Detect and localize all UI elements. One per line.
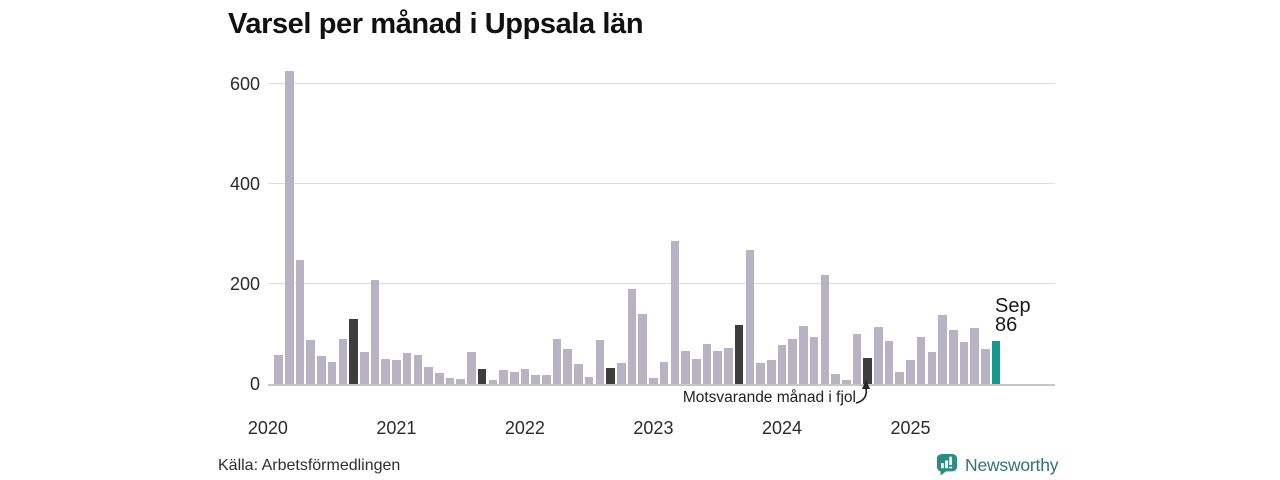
bar-2020-07 xyxy=(327,362,337,384)
bar-2025-08 xyxy=(981,349,990,384)
bar-2021-02 xyxy=(402,352,412,384)
plot-area xyxy=(268,60,1055,386)
current-month-value: 86 xyxy=(995,314,1018,336)
bar-2024-04 xyxy=(809,336,819,384)
bar-2024-03 xyxy=(799,325,808,384)
bar-2023-11 xyxy=(756,362,765,384)
bar-2020-05 xyxy=(306,340,316,384)
y-axis-tick-label: 200 xyxy=(229,274,260,294)
x-axis-year-label-2021: 2021 xyxy=(376,418,417,438)
bar-2025-03 xyxy=(927,351,937,384)
bar-2020-11 xyxy=(370,279,380,384)
bar-2023-08 xyxy=(724,347,733,384)
bar-2022-08 xyxy=(595,340,605,384)
y-axis-tick-label: 0 xyxy=(249,374,260,394)
bar-2020-03 xyxy=(285,70,294,384)
bar-2023-03 xyxy=(670,241,680,384)
bar-2025-02 xyxy=(916,336,926,384)
bar-2021-08 xyxy=(467,351,476,384)
bar-2020-08 xyxy=(338,338,348,384)
y-axis-tick-label: 600 xyxy=(229,74,260,94)
bar-2021-12 xyxy=(509,371,519,384)
x-axis-year-label-2024: 2024 xyxy=(761,418,802,438)
bar-2020-12 xyxy=(381,358,390,384)
bar-2025-09 xyxy=(991,341,1001,384)
bar-2023-12 xyxy=(766,359,776,384)
bar-2020-04 xyxy=(295,260,305,384)
bar-2022-03 xyxy=(542,375,551,384)
bar-2024-09 xyxy=(863,357,872,384)
bar-2024-01 xyxy=(777,344,787,384)
bar-2022-04 xyxy=(552,339,562,384)
bar-2025-04 xyxy=(938,314,947,384)
bar-2024-12 xyxy=(895,371,905,384)
newsworthy-logo-text: Newsworthy xyxy=(965,454,1059,475)
x-axis-year-label-2023: 2023 xyxy=(633,418,674,438)
bar-2024-07 xyxy=(841,380,851,384)
newsworthy-logo[interactable]: Newsworthy xyxy=(936,452,1059,478)
bar-2025-06 xyxy=(959,341,969,384)
bar-2024-06 xyxy=(831,374,840,384)
bar-2023-06 xyxy=(702,343,712,384)
current-month-name: Sep xyxy=(995,295,1031,317)
bar-2025-05 xyxy=(949,329,958,384)
bar-2024-11 xyxy=(884,340,894,384)
bar-2025-07 xyxy=(970,327,980,384)
x-axis-year-label-2025: 2025 xyxy=(890,418,931,438)
bar-2023-02 xyxy=(659,361,669,384)
bar-2022-01 xyxy=(520,368,530,384)
bar-2025-01 xyxy=(906,359,915,384)
bar-2024-05 xyxy=(820,275,830,384)
bar-2020-10 xyxy=(359,351,369,384)
x-axis-year-label-2020: 2020 xyxy=(247,418,288,438)
bar-2022-11 xyxy=(627,289,637,384)
gridline-400 xyxy=(268,183,1055,184)
bar-2023-07 xyxy=(713,350,722,384)
bar-2021-11 xyxy=(499,370,508,384)
bar-2024-08 xyxy=(852,333,862,384)
bar-2021-07 xyxy=(456,378,465,384)
bar-2021-03 xyxy=(413,354,423,384)
bar-2023-05 xyxy=(691,358,701,384)
bar-2024-10 xyxy=(874,326,883,384)
bar-2021-05 xyxy=(434,372,444,384)
bar-2022-12 xyxy=(638,313,648,384)
bar-2021-09 xyxy=(477,368,487,384)
bar-2020-06 xyxy=(317,356,326,384)
gridline-600 xyxy=(268,83,1055,84)
bar-2022-06 xyxy=(574,363,583,384)
bar-2021-01 xyxy=(392,360,401,384)
bar-2022-09 xyxy=(606,367,615,384)
annotation-text: Motsvarande månad i fjol xyxy=(682,389,856,406)
bar-2022-07 xyxy=(584,377,594,384)
page-title: Varsel per månad i Uppsala län xyxy=(228,8,644,40)
annotation-arrow-icon xyxy=(855,380,870,404)
bar-2020-09 xyxy=(349,318,358,384)
bar-2022-10 xyxy=(617,362,626,384)
bar-2024-02 xyxy=(788,338,797,384)
bar-2023-10 xyxy=(745,249,755,384)
current-month-label: Sep 86 xyxy=(995,295,1031,336)
source-caption: Källa: Arbetsförmedlingen xyxy=(218,457,401,474)
bar-2023-04 xyxy=(681,350,690,384)
gridline-200 xyxy=(268,283,1055,284)
bar-2021-06 xyxy=(445,377,455,384)
newsworthy-logo-icon xyxy=(936,454,958,476)
bar-2021-10 xyxy=(488,380,498,384)
y-axis-tick-label: 400 xyxy=(229,174,260,194)
bar-2023-09 xyxy=(734,325,744,384)
bar-2021-04 xyxy=(424,366,433,384)
bar-2022-02 xyxy=(531,375,540,384)
bar-2023-01 xyxy=(649,377,658,384)
bar-2020-02 xyxy=(274,355,283,384)
x-axis-year-label-2022: 2022 xyxy=(504,418,545,438)
bar-2022-05 xyxy=(563,349,573,384)
